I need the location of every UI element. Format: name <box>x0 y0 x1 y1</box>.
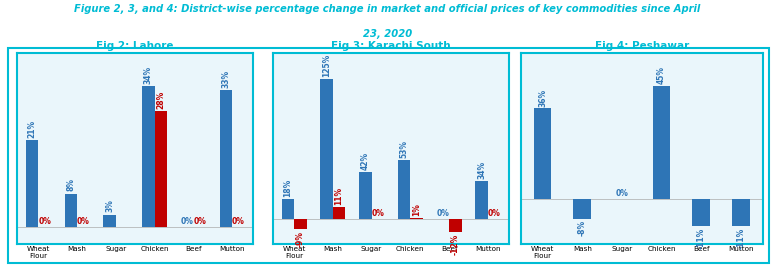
Text: 3%: 3% <box>105 199 114 212</box>
Text: 0%: 0% <box>371 209 384 218</box>
Text: 28%: 28% <box>157 90 165 109</box>
Text: 18%: 18% <box>284 179 292 197</box>
Bar <box>411 218 423 219</box>
Bar <box>65 194 78 227</box>
Text: 23, 2020: 23, 2020 <box>363 29 412 39</box>
Text: 34%: 34% <box>477 161 486 179</box>
Text: 0%: 0% <box>436 209 449 218</box>
Text: 0%: 0% <box>77 217 90 226</box>
Text: 11%: 11% <box>335 187 343 205</box>
Title: Fig 3: Karachi South: Fig 3: Karachi South <box>331 41 451 51</box>
Title: Fig 2: Lahore: Fig 2: Lahore <box>97 41 174 51</box>
Bar <box>360 172 372 219</box>
Text: -11%: -11% <box>697 228 706 249</box>
Bar <box>155 111 167 227</box>
Text: -11%: -11% <box>736 228 746 249</box>
Text: 33%: 33% <box>222 70 230 88</box>
Bar <box>333 207 346 219</box>
Bar <box>653 86 670 199</box>
Text: 1%: 1% <box>412 203 421 216</box>
Text: -8%: -8% <box>577 220 587 236</box>
Text: 125%: 125% <box>322 54 331 77</box>
Text: 34%: 34% <box>144 66 153 84</box>
Text: 0%: 0% <box>193 217 206 226</box>
Bar <box>321 79 333 219</box>
Text: 36%: 36% <box>538 89 547 107</box>
Bar <box>220 90 232 227</box>
Text: 8%: 8% <box>67 178 75 192</box>
Bar <box>26 140 39 227</box>
Bar <box>692 199 710 226</box>
Text: 42%: 42% <box>361 152 370 170</box>
Text: 0%: 0% <box>487 209 501 218</box>
Bar <box>574 199 591 219</box>
Bar <box>104 215 116 227</box>
Text: 0%: 0% <box>38 217 51 226</box>
Text: -12%: -12% <box>451 234 460 255</box>
Bar <box>732 199 749 226</box>
Bar <box>449 219 462 232</box>
Text: 0%: 0% <box>232 217 245 226</box>
Bar <box>476 181 488 219</box>
Text: 0%: 0% <box>181 217 194 226</box>
Title: Fig 4: Peshawar: Fig 4: Peshawar <box>594 41 689 51</box>
Text: 53%: 53% <box>400 140 408 158</box>
Bar <box>143 86 155 227</box>
Bar <box>282 199 294 219</box>
Bar <box>534 108 552 199</box>
Bar <box>294 219 306 229</box>
Text: 45%: 45% <box>657 66 666 84</box>
Text: -9%: -9% <box>296 231 305 247</box>
Text: Figure 2, 3, and 4: District-wise percentage change in market and official price: Figure 2, 3, and 4: District-wise percen… <box>74 4 701 14</box>
Text: 0%: 0% <box>615 189 629 198</box>
Text: 21%: 21% <box>28 120 36 138</box>
Bar <box>398 160 411 219</box>
